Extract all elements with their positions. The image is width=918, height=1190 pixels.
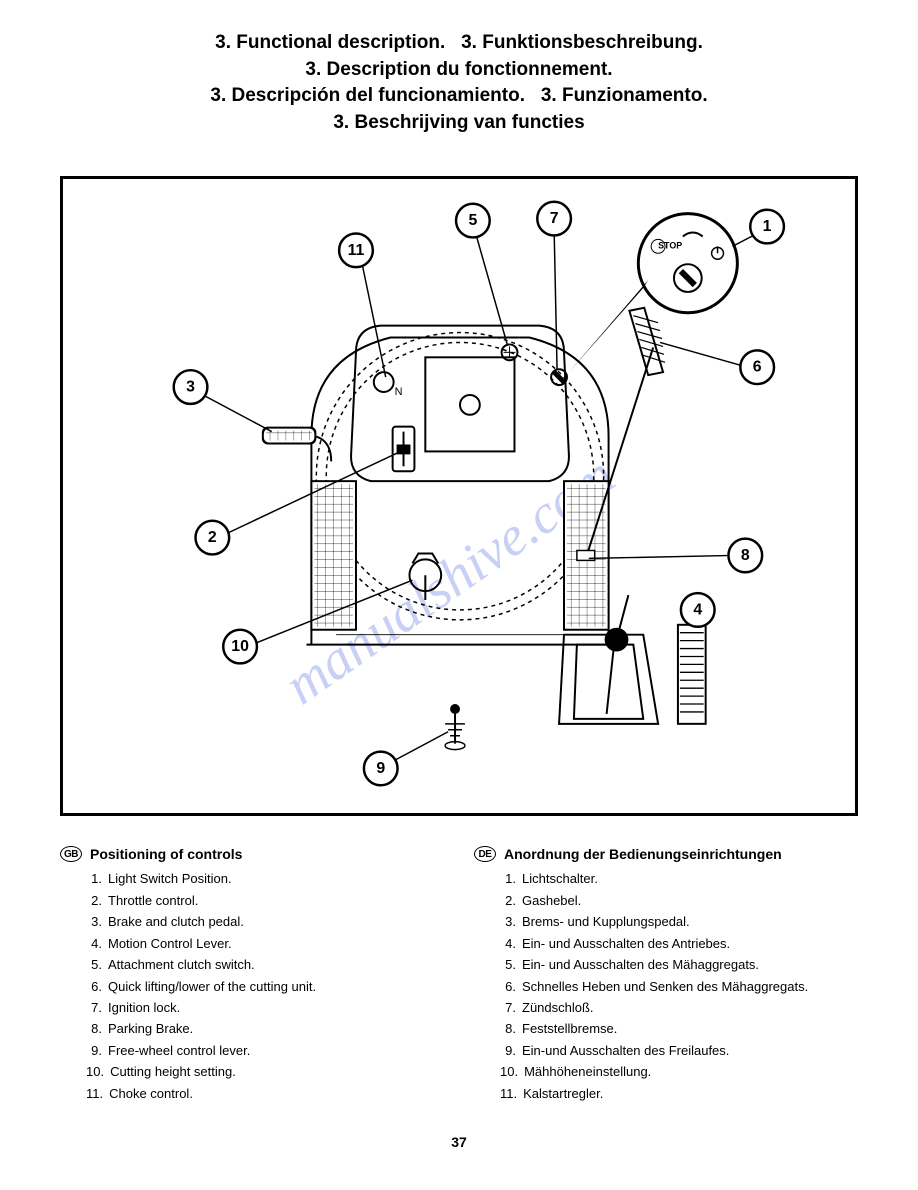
parking-brake	[678, 625, 706, 724]
page-number: 37	[60, 1134, 858, 1150]
title-3b: 3. Funzionamento.	[541, 85, 708, 106]
left-list: 1.Light Switch Position. 2.Throttle cont…	[60, 868, 444, 1104]
svg-text:8: 8	[741, 547, 750, 564]
svg-text:4: 4	[693, 602, 702, 619]
title-1a: 3. Functional description.	[215, 32, 445, 53]
title-3a: 3. Descripción del funcionamiento.	[210, 85, 525, 106]
svg-text:3: 3	[186, 379, 195, 396]
callout-3: 3	[174, 371, 208, 405]
svg-text:6: 6	[753, 359, 762, 376]
callout-2: 2	[195, 521, 229, 555]
title-line-1: 3. Functional description. 3. Funktionsb…	[60, 30, 858, 57]
callout-11: 11	[339, 234, 373, 268]
left-header: GB Positioning of controls	[60, 846, 444, 862]
diagram-container: manualshive.com N STOP	[60, 176, 858, 816]
center-dot	[460, 395, 480, 415]
de-badge: DE	[474, 846, 496, 862]
gb-badge: GB	[60, 846, 82, 862]
height-knob	[409, 554, 441, 601]
ignition-pointer	[569, 280, 648, 372]
title-block: 3. Functional description. 3. Funktionsb…	[60, 30, 858, 136]
svg-text:10: 10	[231, 638, 249, 655]
left-column: GB Positioning of controls 1.Light Switc…	[60, 846, 444, 1104]
callout-4: 4	[681, 593, 715, 627]
svg-text:STOP: STOP	[658, 241, 682, 251]
svg-text:7: 7	[550, 211, 559, 228]
callout-7: 7	[537, 202, 571, 236]
left-footrest	[311, 482, 356, 631]
svg-text:11: 11	[348, 242, 365, 259]
callout-6: 6	[740, 351, 774, 385]
svg-text:5: 5	[468, 212, 477, 229]
center-panel	[425, 358, 514, 452]
title-line-4: 3. Beschrijving van functies	[60, 110, 858, 137]
diagram-svg: manualshive.com N STOP	[63, 179, 855, 813]
light-switch-dash	[374, 373, 394, 393]
columns: GB Positioning of controls 1.Light Switc…	[60, 846, 858, 1104]
callout-9: 9	[364, 752, 398, 786]
callout-5: 5	[456, 204, 490, 238]
callout-8: 8	[728, 539, 762, 573]
svg-text:9: 9	[376, 760, 385, 777]
right-title: Anordnung der Bedienungseinrichtungen	[504, 846, 782, 862]
callout-10: 10	[223, 630, 257, 664]
svg-text:1: 1	[763, 218, 772, 235]
left-title: Positioning of controls	[90, 846, 242, 862]
right-column: DE Anordnung der Bedienungseinrichtungen…	[474, 846, 858, 1104]
right-list: 1.Lichtschalter. 2.Gashebel. 3.Brems- un…	[474, 868, 858, 1104]
pedal-assembly	[262, 427, 331, 462]
n-label: N	[395, 386, 403, 398]
freewheel	[445, 704, 465, 750]
svg-text:2: 2	[208, 529, 217, 546]
title-line-2: 3. Description du fonctionnement.	[60, 57, 858, 84]
callout-1: 1	[750, 210, 784, 244]
title-1b: 3. Funktionsbeschreibung.	[461, 32, 703, 53]
title-line-3: 3. Descripción del funcionamiento. 3. Fu…	[60, 83, 858, 110]
right-header: DE Anordnung der Bedienungseinrichtungen	[474, 846, 858, 862]
